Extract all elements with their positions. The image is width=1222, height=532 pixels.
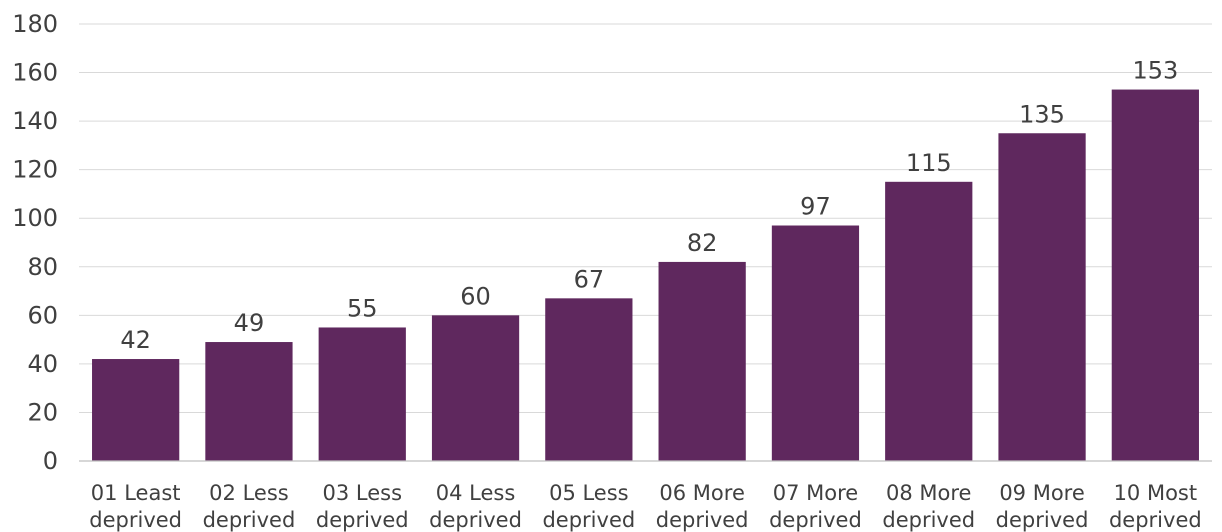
bar [318, 327, 406, 461]
data-label: 60 [460, 282, 491, 310]
x-tick-label-line: deprived [429, 508, 522, 532]
bar [771, 225, 860, 461]
x-tick-label-line: 03 Less [322, 481, 402, 505]
x-tick-label-line: deprived [542, 508, 635, 532]
x-tick-label-line: deprived [996, 508, 1089, 532]
x-tick-label-line: 10 Most [1114, 481, 1198, 505]
x-tick-label: 03 Less deprived [316, 481, 409, 532]
y-tick-label: 0 [43, 447, 58, 475]
x-tick-label: 07 More deprived [769, 481, 862, 532]
x-tick-label-line: 02 Less [209, 481, 289, 505]
y-tick-label: 120 [12, 156, 58, 184]
x-tick-label-line: 07 More [773, 481, 858, 505]
y-tick-label: 180 [12, 10, 58, 38]
x-tick-label: 09 More deprived [996, 481, 1089, 532]
bar [205, 342, 293, 461]
bar [545, 298, 633, 461]
data-label: 49 [234, 309, 265, 337]
x-tick-label-line: 04 Less [436, 481, 516, 505]
data-label: 55 [347, 294, 378, 322]
x-tick-label: 10 Most deprived [1109, 481, 1202, 532]
x-tick-label-line: deprived [769, 508, 862, 532]
y-tick-label: 160 [12, 59, 58, 87]
data-label: 67 [574, 265, 605, 293]
y-axis-tick-labels: 0 20 40 60 80 100 120 140 160 180 [12, 10, 58, 475]
data-label: 82 [687, 229, 718, 257]
x-tick-label: 04 Less deprived [429, 481, 522, 532]
y-tick-label: 80 [27, 253, 58, 281]
y-tick-label: 100 [12, 204, 58, 232]
x-tick-label-line: deprived [882, 508, 975, 532]
data-label: 42 [120, 326, 151, 354]
data-label: 115 [906, 149, 952, 177]
bar [92, 359, 180, 461]
x-tick-label-line: deprived [203, 508, 296, 532]
x-tick-label-line: 05 Less [549, 481, 629, 505]
x-tick-label: 05 Less deprived [542, 481, 635, 532]
x-tick-label-line: 09 More [999, 481, 1084, 505]
bar [885, 181, 973, 462]
x-tick-label-line: deprived [656, 508, 749, 532]
y-tick-label: 40 [27, 350, 58, 378]
x-tick-label: 06 More deprived [656, 481, 749, 532]
data-labels: 42 49 55 60 67 82 97 115 135 153 [120, 57, 1178, 354]
x-tick-label-line: deprived [89, 508, 182, 532]
x-tick-label: 02 Less deprived [203, 481, 296, 532]
x-tick-label-line: deprived [1109, 508, 1202, 532]
x-tick-label-line: deprived [316, 508, 409, 532]
bar [431, 315, 520, 461]
x-tick-label-line: 01 Least [91, 481, 181, 505]
data-label: 97 [800, 193, 831, 221]
bar [998, 133, 1086, 461]
y-tick-label: 60 [27, 301, 58, 329]
x-tick-label: 01 Least deprived [89, 481, 182, 532]
bars [92, 89, 1199, 462]
y-tick-label: 140 [12, 107, 58, 135]
x-tick-label-line: 08 More [886, 481, 971, 505]
y-tick-label: 20 [27, 398, 58, 426]
data-label: 135 [1019, 100, 1065, 128]
data-label: 153 [1132, 57, 1178, 85]
bar [1111, 89, 1199, 462]
bar [658, 261, 746, 461]
x-tick-label: 08 More deprived [882, 481, 975, 532]
x-axis-category-labels: 01 Least deprived 02 Less deprived 03 Less de… [89, 481, 1201, 532]
x-tick-label-line: 06 More [659, 481, 744, 505]
